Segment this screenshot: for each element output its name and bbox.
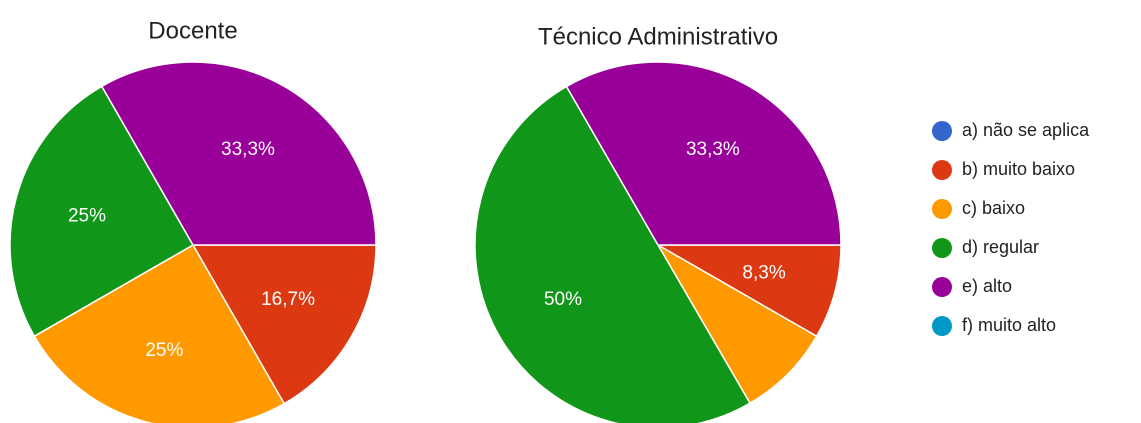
- legend-label: c) baixo: [962, 198, 1025, 218]
- legend-label: d) regular: [962, 237, 1039, 257]
- pie-slice: [33, 243, 286, 423]
- pie-slice: [655, 244, 842, 338]
- pie-slice: [565, 61, 842, 246]
- chart-title: Docente: [148, 17, 237, 44]
- legend-marker: [932, 199, 952, 219]
- legend-label: e) alto: [962, 276, 1012, 296]
- pie-slice: [655, 242, 818, 405]
- legend-label: a) não se aplica: [962, 120, 1090, 140]
- slice-label: 33,3%: [686, 139, 740, 160]
- slice-label: 16,7%: [261, 289, 315, 310]
- chart-title: Técnico Administrativo: [538, 23, 778, 50]
- slice-label: 50%: [544, 289, 582, 310]
- legend-marker: [932, 277, 952, 297]
- legend-marker: [932, 316, 952, 336]
- legend-marker: [932, 121, 952, 141]
- slice-label: 25%: [145, 340, 183, 361]
- pie-slice: [474, 85, 752, 423]
- slice-label: 33,3%: [221, 139, 275, 160]
- legend-label: f) muito alto: [962, 315, 1056, 335]
- legend-label: b) muito baixo: [962, 159, 1075, 179]
- legend-marker: [932, 238, 952, 258]
- pie-slice: [100, 61, 377, 246]
- legend-marker: [932, 160, 952, 180]
- pie-slice: [191, 244, 377, 405]
- pie-slice: [9, 85, 195, 338]
- slice-label: 8,3%: [742, 262, 785, 283]
- slice-label: 25%: [68, 205, 106, 226]
